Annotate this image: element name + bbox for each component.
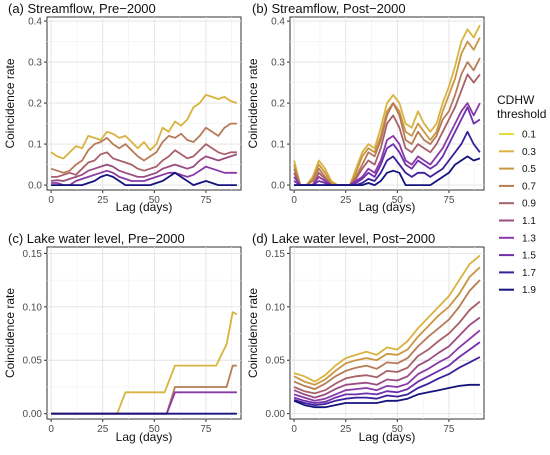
- panel-1: 0 25 50 75 0.0 0.1 0.2 0.3 0.4(b) Streamflow, Po…: [246, 1, 485, 214]
- y-tick-label: 0.0: [271, 181, 285, 192]
- x-tick-label: 50: [392, 195, 404, 206]
- y-tick-label: 0.05: [266, 356, 286, 367]
- panel-0: 0 25 50 75 0.0 0.1 0.2 0.3 0.4(a) Streamflow, Pr…: [3, 1, 242, 214]
- legend-title: CDHW: [497, 93, 535, 107]
- legend-title: threshold: [497, 107, 546, 121]
- y-tick-label: 0.10: [266, 302, 286, 313]
- panel-title: (a) Streamflow, Pre−2000: [8, 1, 156, 16]
- series-line-1-5: [293, 341, 481, 404]
- panel-title: (d) Lake water level, Post−2000: [252, 231, 435, 246]
- legend-label: 0.5: [522, 164, 536, 175]
- y-axis-label: Coincidence rate: [246, 58, 260, 148]
- series-line-0-3: [293, 24, 481, 186]
- legend-label: 0.7: [522, 181, 536, 192]
- x-tick-label: 50: [149, 195, 161, 206]
- legend-label: 0.1: [522, 130, 536, 141]
- series-line-0-5: [293, 37, 481, 186]
- series-line-1-9: [293, 383, 480, 409]
- y-tick-label: 0.15: [266, 249, 286, 260]
- x-tick-label: 75: [443, 195, 455, 206]
- y-tick-label: 0.4: [28, 17, 42, 28]
- x-tick-label: 50: [149, 424, 161, 435]
- panel-title: (b) Streamflow, Post−2000: [252, 1, 406, 16]
- y-tick-label: 0.4: [271, 17, 285, 28]
- x-axis-label: Lag (days): [359, 430, 416, 444]
- series-line-1-3: [51, 165, 237, 186]
- series-line-1-5: [293, 106, 481, 186]
- x-tick-label: 0: [291, 195, 297, 206]
- series-line-1-9: [294, 155, 481, 186]
- x-axis-label: Lag (days): [116, 430, 173, 444]
- x-tick-label: 0: [48, 424, 54, 435]
- x-tick-label: 25: [97, 424, 109, 435]
- legend-label: 1.3: [522, 233, 536, 244]
- series-line-1-1: [293, 316, 481, 399]
- panel-title: (c) Lake water level, Pre−2000: [8, 231, 185, 246]
- y-tick-label: 0.3: [28, 58, 42, 69]
- series-line-0-9: [51, 143, 237, 178]
- y-axis-label: Coincidence rate: [3, 288, 17, 378]
- series-line-0-9: [293, 73, 481, 186]
- x-axis-label: Lag (days): [359, 200, 416, 214]
- legend-label: 1.5: [522, 251, 536, 262]
- plot-area: [289, 246, 485, 420]
- y-tick-label: 0.00: [266, 409, 286, 420]
- y-tick-label: 0.15: [23, 249, 43, 260]
- y-tick-label: 0.2: [28, 99, 42, 110]
- y-tick-label: 0.2: [271, 99, 285, 110]
- series-line-0-5: [293, 266, 481, 386]
- x-tick-label: 0: [48, 195, 54, 206]
- panel-3: 0 25 50 75 0.00 0.05 0.10 0.15 (d) Lake water le…: [246, 231, 485, 444]
- y-axis-label: Coincidence rate: [3, 58, 17, 148]
- series-line-1-9: [51, 171, 237, 186]
- panel-2: 0 25 50 75 0.00 0.05 0.10 0.15 (c) Lake water le…: [3, 231, 242, 444]
- legend-label: 0.3: [522, 147, 536, 158]
- legend-label: 1.1: [522, 216, 536, 227]
- series-line-0-3: [51, 311, 238, 415]
- x-tick-label: 75: [443, 424, 455, 435]
- x-tick-label: 50: [392, 424, 404, 435]
- series-line-1-3: [51, 391, 237, 415]
- legend-label: 1.9: [522, 285, 536, 296]
- plot-area: [46, 246, 242, 420]
- series-line-0-7: [293, 279, 481, 390]
- series-line-0-3: [293, 254, 481, 383]
- y-axis-label: Coincidence rate: [246, 288, 260, 378]
- series-line-0-9: [293, 300, 481, 395]
- y-tick-label: 0.3: [271, 58, 285, 69]
- y-tick-label: 0.1: [28, 140, 42, 151]
- y-tick-label: 0.00: [23, 409, 43, 420]
- x-tick-label: 25: [97, 195, 109, 206]
- legend-label: 0.9: [522, 199, 536, 210]
- y-tick-label: 0.05: [23, 356, 43, 367]
- x-tick-label: 0: [291, 424, 297, 435]
- series-line-1-3: [293, 102, 481, 186]
- x-tick-label: 25: [340, 424, 352, 435]
- y-tick-label: 0.10: [23, 302, 43, 313]
- series-line-0-7: [293, 57, 481, 186]
- series-line-0-7: [50, 122, 237, 174]
- x-tick-label: 75: [200, 424, 212, 435]
- x-axis-label: Lag (days): [116, 200, 173, 214]
- series-line-1-3: [293, 329, 481, 402]
- x-tick-label: 25: [340, 195, 352, 206]
- y-tick-label: 0.1: [271, 140, 285, 151]
- x-tick-label: 75: [200, 195, 212, 206]
- y-tick-label: 0.0: [28, 181, 42, 192]
- series-line-1-1: [50, 153, 238, 182]
- series-line-0-3: [50, 94, 238, 160]
- legend-label: 1.7: [522, 268, 536, 279]
- series-line-1-7: [293, 356, 481, 406]
